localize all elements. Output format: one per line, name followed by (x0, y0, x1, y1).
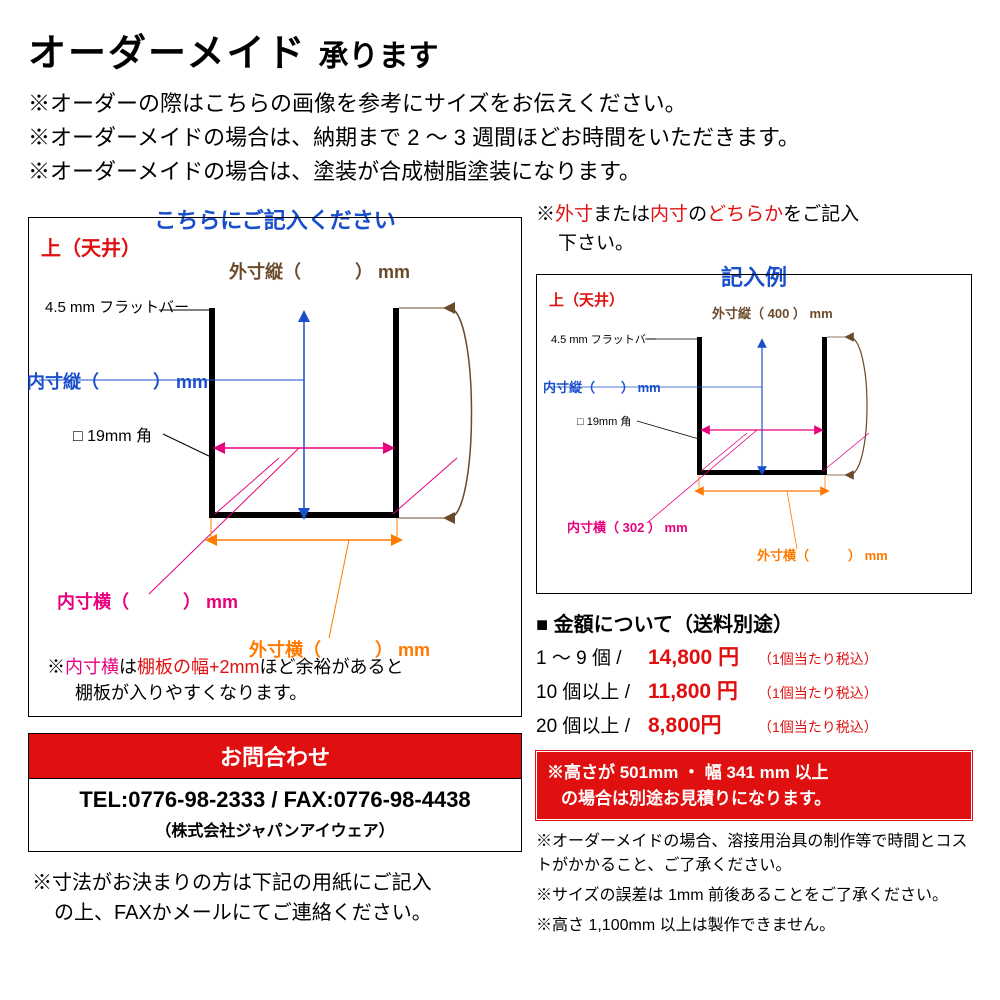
price-row: 10 個以上 / 11,800 円 （1個当たり税込） (536, 675, 972, 705)
either-or-note: ※外寸または内寸のどちらかをご記入 下さい。 (536, 201, 972, 258)
size-limit-warning: ※高さが 501mm ・ 幅 341 mm 以上 の場合は別途お見積りになります… (536, 751, 972, 820)
contact-tel: TEL:0776-98-2333 / FAX:0776-98-4438 (35, 787, 515, 813)
page-title: オーダーメイド 承ります (28, 22, 972, 77)
disclaimer-notes: ※オーダーメイドの場合、溶接用治具の制作等で時間とコストがかかること、ご了承くだ… (536, 830, 972, 938)
price-row: 1 ～ 9 個 / 14,800 円 （1個当たり税込） (536, 641, 972, 671)
header-notes: ※オーダーの際はこちらの画像を参考にサイズをお伝えください。 ※オーダーメイドの… (28, 87, 972, 189)
note-line: ※サイズの誤差は 1mm 前後あることをご了承ください。 (536, 884, 972, 908)
note-line: ※オーダーの際はこちらの画像を参考にサイズをお伝えください。 (28, 87, 972, 121)
note-line: ※オーダーメイドの場合は、納期まで 2 ～ 3 週間ほどお時間をいただきます。 (28, 121, 972, 155)
fax-instruction: ※寸法がお決まりの方は下記の用紙にご記入 の上、FAXかメールにてご連絡ください… (28, 868, 522, 928)
inner-width-tip: ※内寸横は棚板の幅+2mmほど余裕があると 棚板が入りやすくなります。 (47, 654, 509, 706)
contact-head: お問合わせ (28, 733, 522, 779)
price-row: 20 個以上 / 8,800円 （1個当たり税込） (536, 709, 972, 739)
note-line: ※オーダーメイドの場合、溶接用治具の制作等で時間とコストがかかること、ご了承くだ… (536, 830, 972, 878)
dimension-arrows (537, 275, 957, 585)
note-line: ※高さ 1,100mm 以上は製作できません。 (536, 914, 972, 938)
example-panel: 記入例 上（天井） 外寸縦（ 400 ） mm 4.5 mm フラットバー 内寸… (536, 274, 972, 594)
contact-block: お問合わせ TEL:0776-98-2333 / FAX:0776-98-443… (28, 733, 522, 852)
title-sub: 承ります (318, 31, 438, 75)
note-line: ※オーダーメイドの場合は、塗装が合成樹脂塗装になります。 (28, 155, 972, 189)
dimension-arrows (29, 218, 509, 718)
fill-in-panel: こちらにご記入ください 上（天井） 外寸縦（ ） mm 4.5 mm フラットバ… (28, 217, 522, 717)
contact-company: （株式会社ジャパンアイウェア） (35, 817, 515, 841)
pricing-head: ■ 金額について（送料別途） (536, 608, 972, 637)
title-main: オーダーメイド (28, 22, 306, 77)
